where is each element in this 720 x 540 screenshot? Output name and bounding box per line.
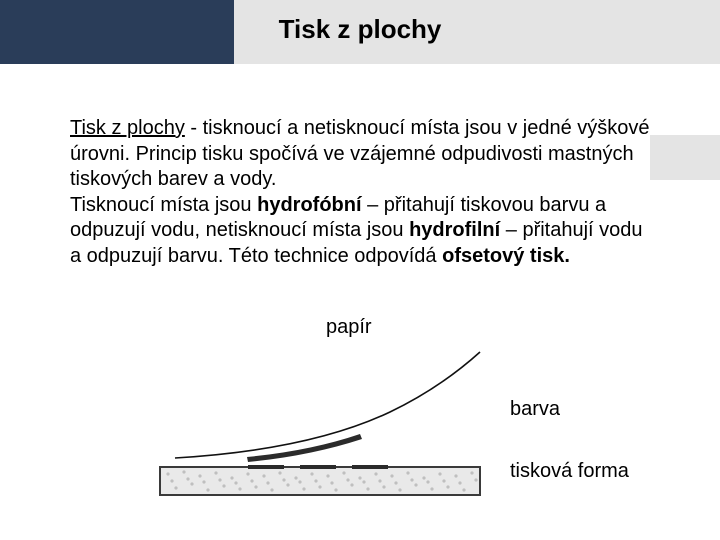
texture-dot [390, 474, 393, 477]
texture-dot [382, 485, 385, 488]
paper-curve [175, 352, 480, 458]
texture-dot [362, 480, 365, 483]
texture-dot [442, 479, 445, 482]
texture-dot [206, 488, 209, 491]
texture-dot [250, 479, 253, 482]
printing-diagram [130, 340, 490, 510]
texture-dot [462, 488, 465, 491]
texture-dot [270, 488, 273, 491]
texture-dot [366, 487, 369, 490]
texture-dot [454, 474, 457, 477]
texture-dot [342, 471, 345, 474]
texture-dot [422, 476, 425, 479]
texture-dot [470, 471, 473, 474]
texture-dot [266, 481, 269, 484]
body-text: Tisk z plochy - tisknoucí a netisknoucí … [70, 116, 650, 270]
texture-dot [426, 480, 429, 483]
ink-pad [300, 465, 336, 469]
texture-dot [350, 483, 353, 486]
texture-dot [446, 485, 449, 488]
texture-dot [198, 474, 201, 477]
para2a: Tisknoucí místa jsou [70, 194, 257, 216]
ink-pad [248, 465, 284, 469]
texture-dot [302, 487, 305, 490]
texture-dot [262, 474, 265, 477]
texture-dot [214, 471, 217, 474]
texture-dot [398, 488, 401, 491]
texture-dot [190, 482, 193, 485]
label-barva: barva [510, 398, 560, 421]
texture-dot [218, 478, 221, 481]
texture-dot [326, 474, 329, 477]
texture-dot [358, 476, 361, 479]
ink-pad [352, 465, 388, 469]
texture-dot [310, 472, 313, 475]
bold-hydrofobni: hydrofóbní [257, 194, 361, 216]
texture-dot [438, 472, 441, 475]
texture-dot [202, 480, 205, 483]
texture-dot [222, 484, 225, 487]
texture-dot [278, 471, 281, 474]
texture-dot [394, 481, 397, 484]
texture-dot [430, 487, 433, 490]
texture-dot [282, 478, 285, 481]
texture-dot [406, 471, 409, 474]
texture-dot [254, 485, 257, 488]
texture-dot [186, 477, 189, 480]
texture-dot [330, 481, 333, 484]
texture-dot [246, 472, 249, 475]
texture-dot [334, 488, 337, 491]
texture-dot [230, 476, 233, 479]
texture-dot [314, 479, 317, 482]
texture-dot [374, 472, 377, 475]
texture-dot [174, 486, 177, 489]
texture-dot [410, 478, 413, 481]
texture-dot [414, 483, 417, 486]
label-forma: tisková forma [510, 460, 629, 483]
side-accent [650, 135, 720, 180]
texture-dot [318, 485, 321, 488]
texture-dot [238, 487, 241, 490]
bold-ofset: ofsetový tisk. [442, 245, 570, 267]
texture-dot [346, 478, 349, 481]
texture-dot [166, 472, 169, 475]
texture-dot [474, 478, 477, 481]
texture-dot [182, 470, 185, 473]
texture-dot [298, 480, 301, 483]
lead-term: Tisk z plochy [70, 117, 185, 139]
texture-dot [234, 481, 237, 484]
texture-dot [378, 479, 381, 482]
page-title: Tisk z plochy [0, 14, 720, 45]
label-papir: papír [326, 316, 372, 339]
texture-dot [170, 479, 173, 482]
bold-hydrofilni: hydrofilní [409, 219, 500, 241]
texture-dot [458, 481, 461, 484]
texture-dot [286, 483, 289, 486]
texture-dot [294, 476, 297, 479]
